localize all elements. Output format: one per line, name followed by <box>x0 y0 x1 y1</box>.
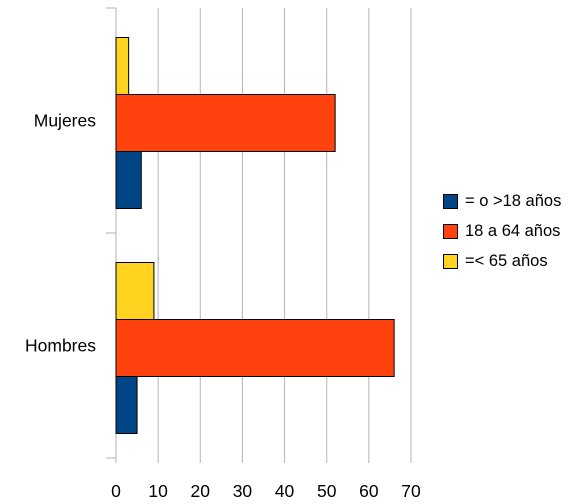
gridlines <box>115 8 412 463</box>
bars <box>115 37 395 434</box>
legend-item: = o >18 años <box>443 190 578 213</box>
x-tick-label: 70 <box>401 481 421 501</box>
y-tick-label: Hombres <box>25 336 96 356</box>
x-tick-label: 30 <box>233 481 253 501</box>
legend-swatch <box>443 194 458 209</box>
bar <box>115 319 395 377</box>
legend-swatch <box>443 224 458 239</box>
x-tick-label: 0 <box>111 481 121 501</box>
bar <box>115 376 138 434</box>
bar <box>115 94 336 152</box>
x-tick-label: 40 <box>275 481 295 501</box>
legend-item: =< 65 años <box>443 250 578 273</box>
legend-swatch <box>443 254 458 269</box>
legend: = o >18 años 18 a 64 años =< 65 años <box>443 190 578 280</box>
x-tick-label: 20 <box>191 481 211 501</box>
tick-labels: 0 10 20 30 40 50 60 70 Mujeres Hombres <box>25 111 421 502</box>
legend-label: =< 65 años <box>465 252 548 270</box>
y-tick-label: Mujeres <box>34 111 96 131</box>
axes <box>106 7 117 459</box>
bar <box>115 151 142 209</box>
x-tick-label: 10 <box>148 481 168 501</box>
bar <box>115 262 155 320</box>
legend-label: = o >18 años <box>465 192 562 210</box>
x-tick-label: 50 <box>317 481 337 501</box>
legend-item: 18 a 64 años <box>443 220 578 243</box>
x-tick-label: 60 <box>359 481 379 501</box>
legend-label: 18 a 64 años <box>465 222 561 240</box>
bar <box>115 37 130 95</box>
